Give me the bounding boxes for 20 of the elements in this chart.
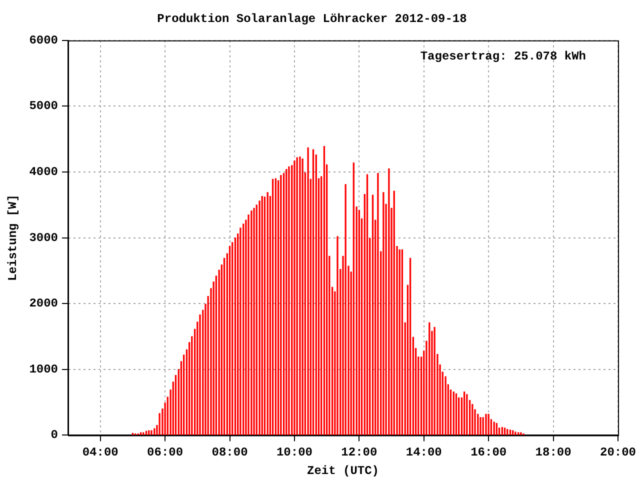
x-tick-label: 10:00 bbox=[276, 445, 312, 460]
x-tick-label: 18:00 bbox=[535, 445, 572, 460]
y-tick-label: 1000 bbox=[29, 362, 58, 376]
y-axis-title: Leistung [W] bbox=[6, 194, 20, 282]
x-tick-label: 08:00 bbox=[212, 445, 248, 460]
chart-title: Produktion Solaranlage Löhracker 2012-09-18 bbox=[157, 12, 467, 26]
x-tick-label: 20:00 bbox=[600, 445, 636, 460]
x-tick-label: 14:00 bbox=[406, 445, 442, 460]
y-tick-label: 2000 bbox=[29, 296, 58, 311]
x-tick-label: 16:00 bbox=[470, 445, 507, 460]
y-tick-label: 4000 bbox=[29, 165, 58, 180]
y-tick-label: 0 bbox=[50, 428, 58, 442]
x-axis-title: Zeit (UTC) bbox=[306, 464, 380, 478]
annotation: Tagesertrag: 25.078 kWh bbox=[420, 49, 586, 64]
y-tick-label: 6000 bbox=[29, 33, 58, 48]
x-tick-label: 06:00 bbox=[147, 445, 184, 460]
x-tick-label: 04:00 bbox=[82, 445, 118, 460]
y-tick-label: 5000 bbox=[29, 99, 58, 114]
x-tick-label: 12:00 bbox=[341, 445, 378, 460]
y-tick-label: 3000 bbox=[29, 230, 58, 245]
